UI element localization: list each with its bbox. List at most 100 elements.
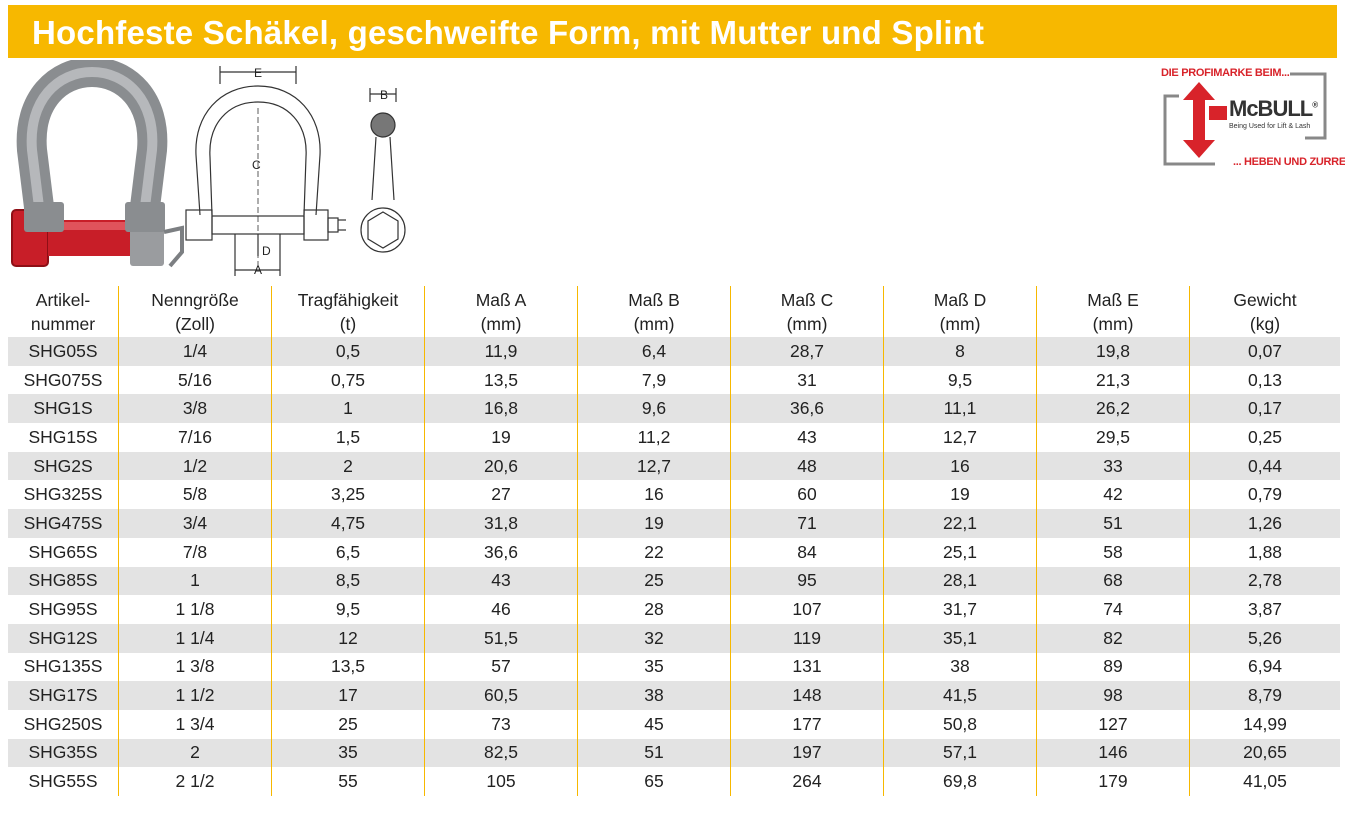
table-cell: 9,5	[883, 365, 1037, 395]
table-cell: 57	[424, 652, 578, 682]
table-cell: 35	[271, 738, 425, 768]
table-cell: SHG135S	[23, 656, 103, 677]
shackle-side-drawing	[360, 88, 406, 253]
table-cell: 7/16	[118, 423, 272, 452]
table-row: SHG12S 1 1/4 12 51,5 32 119 35,1 82 5,26	[8, 623, 1340, 653]
table-cell: 1 1/8	[118, 595, 272, 624]
table-cell: 1,88	[1189, 537, 1340, 567]
shackle-photo	[11, 60, 184, 268]
table-cell: 8	[883, 337, 1037, 366]
table-cell: 28,7	[730, 337, 884, 366]
table-cell: 17	[271, 681, 425, 710]
header-mass-c: Maß C (mm)	[730, 286, 884, 337]
table-cell: 60,5	[424, 681, 578, 710]
table-cell: 36,6	[424, 537, 578, 567]
table-cell: 51	[1036, 509, 1190, 538]
table-cell: 12	[271, 623, 425, 653]
table-cell: 42	[1036, 480, 1190, 510]
table-cell: SHG1S	[8, 394, 119, 424]
shackle-spec-table: Artikel-nummer Nenngröße (Zoll) Tragfähig…	[8, 286, 1340, 796]
table-cell: 177	[730, 709, 884, 739]
table-cell: 29,5	[1036, 423, 1190, 452]
table-cell: 31,7	[883, 595, 1037, 624]
table-cell: 1/4	[118, 337, 272, 366]
table-row: SHG95S 1 1/8 9,5 46 28 107 31,7 74 3,87	[8, 595, 1340, 624]
table-cell: 1,5	[271, 423, 425, 452]
table-row: SHG075S 5/16 0,75 13,5 7,9 31 9,5 21,3 0,13	[8, 365, 1340, 395]
table-cell: 51,5	[424, 623, 578, 653]
header-mass-d: Maß D (mm)	[883, 286, 1037, 337]
table-cell: 25,1	[883, 537, 1037, 567]
dimension-label-a: A	[254, 263, 262, 277]
table-row: SHG65S 7/8 6,5 36,6 22 84 25,1 58 1,88	[8, 537, 1340, 567]
logo-brand-text: McBULL	[1229, 96, 1313, 121]
table-cell: 264	[730, 767, 884, 796]
table-cell: SHG12S	[8, 623, 119, 653]
table-cell: 82	[1036, 623, 1190, 653]
table-cell: SHG250S	[23, 713, 103, 734]
table-row: SHG85S 1 8,5 43 25 95 28,1 68 2,78	[8, 566, 1340, 596]
table-cell: 19	[883, 480, 1037, 510]
table-cell: 19	[424, 423, 578, 452]
table-cell: 2	[118, 738, 272, 768]
table-cell: 148	[730, 681, 884, 710]
table-cell: 32	[577, 623, 731, 653]
table-body: SHG05S 1/4 0,5 11,9 6,4 28,7 8 19,8 0,07 SHG075S 5…	[8, 337, 1340, 796]
logo-tagline-bottom: ... HEBEN UND ZURREN	[1233, 156, 1345, 168]
table-row: SHG55S 2 1/2 55 105 65 264 69,8 179 41,05	[8, 767, 1340, 796]
table-cell: 0,75	[271, 365, 425, 395]
table-cell: 13,5	[271, 652, 425, 682]
table-cell: SHG35S	[8, 738, 119, 768]
table-cell: 127	[1036, 709, 1190, 739]
table-cell: 82,5	[424, 738, 578, 768]
dimension-label-e: E	[254, 66, 262, 80]
header-line: Tragfähigkeit	[297, 289, 399, 310]
header-line: (t)	[339, 313, 357, 334]
table-cell: 107	[730, 595, 884, 624]
table-cell: 58	[1036, 537, 1190, 567]
table-cell: 16,8	[424, 394, 578, 424]
table-cell: 71	[730, 509, 884, 538]
table-cell: 179	[1036, 767, 1190, 796]
header-tragfaehigkeit: Tragfähigkeit (t)	[271, 286, 425, 337]
table-cell: 20,6	[424, 451, 578, 481]
table-cell: 5/16	[118, 365, 272, 395]
table-cell: 28	[577, 595, 731, 624]
table-cell: 2	[271, 451, 425, 481]
table-cell: 105	[424, 767, 578, 796]
table-cell: 41,05	[1189, 767, 1340, 796]
header-line: (mm)	[633, 313, 675, 334]
table-cell: 146	[1036, 738, 1190, 768]
header-line: nummer	[30, 313, 96, 334]
table-row: SHG135S 1 3/8 13,5 57 35 131 38 89 6,94	[8, 652, 1340, 682]
table-row: SHG475S 3/4 4,75 31,8 19 71 22,1 51 1,26	[8, 509, 1340, 538]
table-cell: 4,75	[271, 509, 425, 538]
table-cell: SHG15S	[28, 426, 98, 447]
table-cell: 68	[1036, 566, 1190, 596]
table-row: SHG35S 2 35 82,5 51 197 57,1 146 20,65	[8, 738, 1340, 768]
table-cell: 35,1	[883, 623, 1037, 653]
table-cell: 50,8	[883, 709, 1037, 739]
table-cell: 16	[883, 451, 1037, 481]
table-cell: 21,3	[1036, 365, 1190, 395]
table-cell: 1,26	[1189, 509, 1340, 538]
table-cell: 2,78	[1189, 566, 1340, 596]
header-line: (mm)	[939, 313, 981, 334]
header-line: (kg)	[1249, 313, 1281, 334]
header-line: Gewicht	[1233, 289, 1297, 310]
table-cell: 5/8	[118, 480, 272, 510]
table-cell: 38	[577, 681, 731, 710]
table-header-row: Artikel-nummer Nenngröße (Zoll) Tragfähig…	[8, 286, 1340, 337]
header-line: Maß D	[933, 289, 987, 310]
header-artikelnummer: Artikel-nummer	[8, 286, 119, 337]
table-cell: 1 1/4	[118, 623, 272, 653]
table-cell: 51	[577, 738, 731, 768]
page-title: Hochfeste Schäkel, geschweifte Form, mit…	[32, 14, 985, 51]
table-cell: 57,1	[883, 738, 1037, 768]
table-cell: SHG95S	[28, 599, 98, 620]
table-cell: 20,65	[1189, 738, 1340, 768]
table-cell: SHG475S	[8, 509, 119, 538]
table-cell: 1 3/4	[118, 709, 272, 739]
header-mass-a: Maß A (mm)	[424, 286, 578, 337]
table-cell: 8,79	[1189, 681, 1340, 710]
